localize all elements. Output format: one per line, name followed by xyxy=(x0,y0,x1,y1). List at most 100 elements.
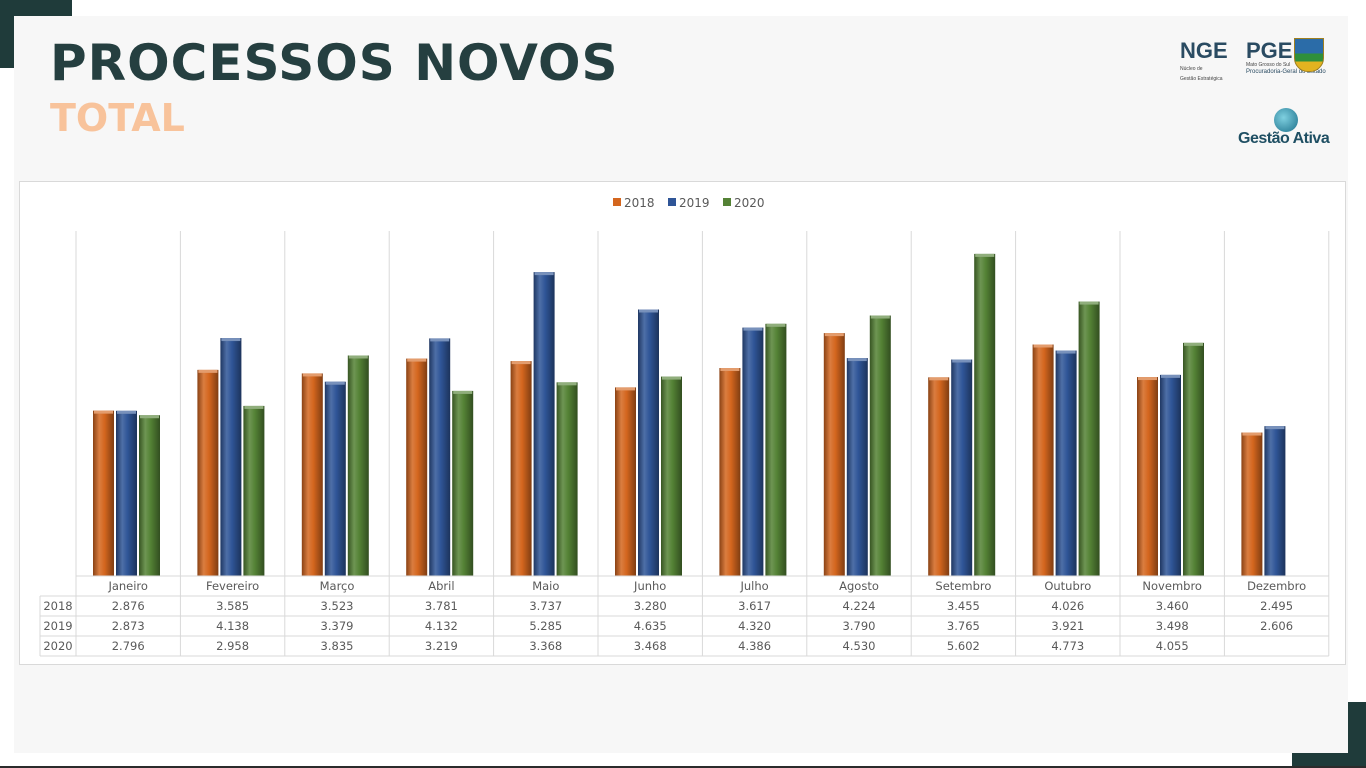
bar-top-2019-Abril xyxy=(430,338,450,342)
bar-top-2018-Junho xyxy=(616,387,635,391)
bar-2020-Novembro xyxy=(1183,342,1204,576)
pge-line1: Mato Grosso do Sul xyxy=(1246,62,1291,68)
data-label-2019-Maio: 5.285 xyxy=(529,619,562,633)
bar-2019-Agosto xyxy=(846,358,868,576)
bar-top-2020-Maio xyxy=(557,382,577,386)
bar-2019-Julho xyxy=(742,327,764,576)
bar-top-2018-Outubro xyxy=(1033,344,1053,348)
category-label-Maio: Maio xyxy=(532,579,559,593)
data-label-2020-Junho: 3.468 xyxy=(634,639,667,653)
bar-2018-Agosto xyxy=(823,333,845,576)
table-row-header-2019: 2019 xyxy=(43,619,72,633)
data-label-2019-Janeiro: 2.873 xyxy=(112,619,145,633)
data-label-2018-Junho: 3.280 xyxy=(634,599,667,613)
bar-top-2020-Julho xyxy=(766,323,786,327)
data-label-2019-Julho: 4.320 xyxy=(738,619,771,633)
data-label-2020-Abril: 3.219 xyxy=(425,639,458,653)
legend-label-2018: 2018 xyxy=(624,196,655,210)
bar-2020-Janeiro xyxy=(139,415,160,576)
data-label-2020-Outubro: 4.773 xyxy=(1051,639,1084,653)
data-label-2019-Novembro: 3.498 xyxy=(1156,619,1189,633)
bar-2018-Dezembro xyxy=(1241,432,1263,576)
bar-2018-Maio xyxy=(510,361,532,576)
bar-2020-Março xyxy=(347,355,369,576)
bar-top-2018-Setembro xyxy=(929,377,949,381)
bar-2019-Janeiro xyxy=(116,410,137,576)
pge-logo: PGE Mato Grosso do Sul Procuradoria-Gera… xyxy=(1246,40,1336,76)
bar-top-2019-Outubro xyxy=(1056,350,1076,354)
bar-2019-Outubro xyxy=(1055,350,1077,576)
bar-2019-Dezembro xyxy=(1264,426,1286,576)
data-label-2019-Abril: 4.132 xyxy=(425,619,458,633)
bar-2020-Abril xyxy=(452,390,474,576)
bar-2019-Maio xyxy=(533,272,555,576)
bar-top-2020-Abril xyxy=(453,390,473,394)
bar-top-2018-Fevereiro xyxy=(198,369,218,373)
data-label-2019-Dezembro: 2.606 xyxy=(1260,619,1293,633)
legend-swatch-2019 xyxy=(668,198,676,206)
category-label-Março: Março xyxy=(320,579,355,593)
bar-top-2018-Março xyxy=(302,373,322,377)
bar-top-2018-Abril xyxy=(407,358,427,362)
bar-2020-Maio xyxy=(556,382,578,576)
data-label-2019-Setembro: 3.765 xyxy=(947,619,980,633)
data-label-2020-Fevereiro: 2.958 xyxy=(216,639,249,653)
bar-2019-Junho xyxy=(638,309,659,576)
bar-2018-Janeiro xyxy=(93,410,114,576)
data-label-2018-Abril: 3.781 xyxy=(425,599,458,613)
bar-2019-Abril xyxy=(429,338,451,576)
bar-top-2018-Dezembro xyxy=(1242,432,1262,436)
nge-logo: NGE Núcleo de Gestão Estratégica xyxy=(1180,40,1230,83)
category-label-Dezembro: Dezembro xyxy=(1247,579,1306,593)
bar-2018-Outubro xyxy=(1032,344,1054,576)
bar-top-2019-Março xyxy=(325,381,345,385)
data-label-2020-Maio: 3.368 xyxy=(529,639,562,653)
chart-container: 2018 2019 2020 Janeiro Fevereiro Março Abril Ma… xyxy=(19,181,1346,665)
bar-2020-Agosto xyxy=(869,315,891,576)
gestao-ativa-text: Gestão Ativa xyxy=(1238,130,1330,147)
bar-top-2019-Maio xyxy=(534,272,554,276)
category-label-Setembro: Setembro xyxy=(935,579,991,593)
bar-top-2020-Fevereiro xyxy=(244,405,264,409)
bar-top-2020-Outubro xyxy=(1079,301,1099,305)
bar-top-2020-Agosto xyxy=(870,315,890,319)
data-label-2020-Setembro: 5.602 xyxy=(947,639,980,653)
bar-top-2020-Março xyxy=(348,355,368,359)
data-label-2020-Março: 3.835 xyxy=(321,639,354,653)
bar-top-2019-Novembro xyxy=(1161,374,1180,378)
bar-2020-Julho xyxy=(765,323,787,576)
legend-label-2019: 2019 xyxy=(679,196,710,210)
category-label-Julho: Julho xyxy=(739,579,768,593)
bar-top-2019-Janeiro xyxy=(117,410,136,414)
legend-label-2020: 2020 xyxy=(734,196,765,210)
bar-2020-Junho xyxy=(661,376,682,576)
bottom-divider xyxy=(0,766,1366,768)
category-label-Janeiro: Janeiro xyxy=(107,579,148,593)
data-label-2018-Julho: 3.617 xyxy=(738,599,771,613)
bar-2019-Novembro xyxy=(1160,374,1181,576)
bar-chart: 2018 2019 2020 Janeiro Fevereiro Março Abril Ma… xyxy=(39,196,1330,657)
data-label-2018-Dezembro: 2.495 xyxy=(1260,599,1293,613)
table-row-header-2020: 2020 xyxy=(43,639,72,653)
legend-swatch-2018 xyxy=(613,198,621,206)
category-label-Fevereiro: Fevereiro xyxy=(206,579,259,593)
data-label-2020-Novembro: 4.055 xyxy=(1156,639,1189,653)
data-label-2020-Janeiro: 2.796 xyxy=(112,639,145,653)
bar-top-2018-Agosto xyxy=(824,333,844,337)
gestao-globe-icon xyxy=(1274,108,1298,132)
data-label-2018-Agosto: 4.224 xyxy=(843,599,876,613)
slide-title: PROCESSOS NOVOS xyxy=(50,34,619,92)
data-label-2020-Agosto: 4.530 xyxy=(843,639,876,653)
data-label-2020-Julho: 4.386 xyxy=(738,639,771,653)
data-label-2019-Junho: 4.635 xyxy=(634,619,667,633)
bar-2020-Setembro xyxy=(974,253,996,576)
bar-2020-Fevereiro xyxy=(243,405,265,576)
bar-2019-Março xyxy=(324,381,346,576)
data-label-2019-Fevereiro: 4.138 xyxy=(216,619,249,633)
data-label-2019-Março: 3.379 xyxy=(321,619,354,633)
bar-2019-Fevereiro xyxy=(220,338,242,576)
slide-subtitle: TOTAL xyxy=(50,96,185,140)
bar-top-2018-Janeiro xyxy=(94,410,113,414)
gestao-ativa-logo: Gestão Ativa xyxy=(1238,108,1330,152)
bar-top-2019-Dezembro xyxy=(1265,426,1285,430)
